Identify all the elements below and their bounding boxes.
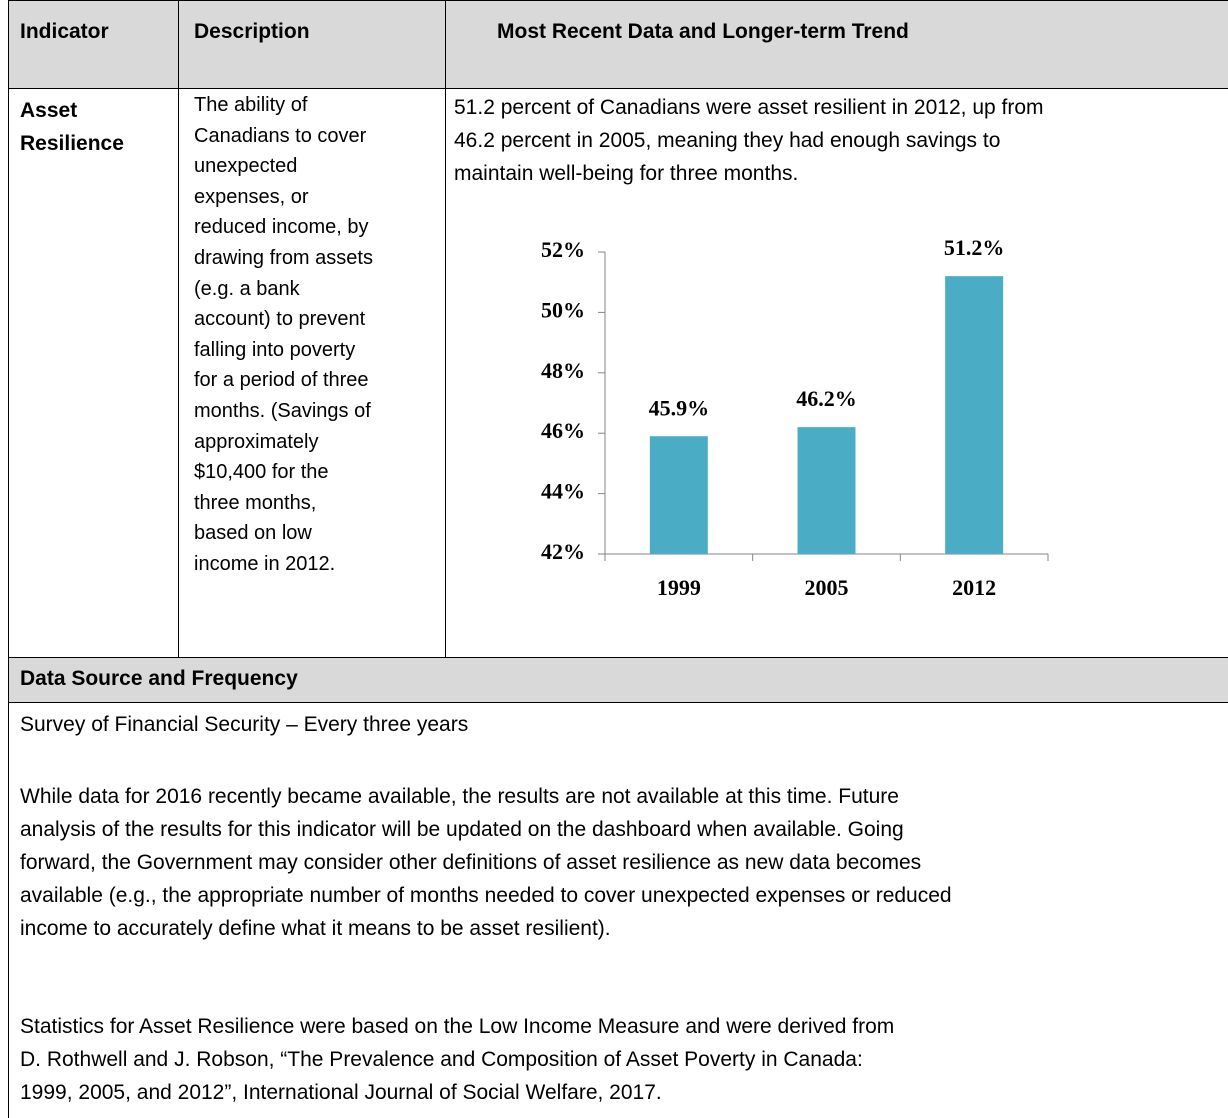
frequency: Survey of Financial Security – Every thr… [20, 713, 469, 736]
text-line: based on low [194, 522, 312, 545]
citation: Statistics for Asset Resilience were bas… [20, 1010, 894, 1109]
indicator-name: Asset Resilience [20, 99, 124, 155]
text-line: 51.2 percent of Canadians were asset res… [454, 96, 1044, 119]
x-tick-label: 1999 [657, 575, 701, 600]
bar [945, 276, 1004, 554]
text-line: account) to prevent [194, 308, 366, 331]
text-line: While data for 2016 recently became avai… [20, 785, 899, 808]
rule [445, 0, 446, 657]
header-cell: Indicator [20, 20, 109, 43]
value-label: 46.2% [796, 386, 857, 411]
text-line: forward, the Government may consider oth… [20, 851, 922, 874]
text-line: Statistics for Asset Resilience were bas… [20, 1015, 895, 1038]
text-line: 1999, 2005, and 2012”, International Jou… [20, 1081, 662, 1104]
rule [8, 702, 1228, 703]
bar [649, 436, 708, 554]
text-line: drawing from assets [194, 246, 373, 269]
text-line: months. (Savings of [194, 399, 371, 422]
x-tick-label: 2005 [805, 575, 849, 600]
y-tick-label: 48% [541, 358, 585, 383]
rule [8, 88, 1228, 89]
rule [178, 0, 179, 657]
bar [797, 427, 856, 554]
x-tick-label: 2012 [952, 575, 996, 600]
text-line: reduced income, by [194, 216, 369, 239]
text-line: income to accurately define what it mean… [20, 917, 611, 940]
text-line: Canadians to cover [194, 124, 367, 147]
paragraph: While data for 2016 recently became avai… [20, 780, 952, 945]
text-line: analysis of the results for this indicat… [20, 818, 904, 841]
text-line: 46.2 percent in 2005, meaning they had e… [454, 129, 1001, 152]
text-line: for a period of three [194, 369, 369, 392]
text-line: three months, [194, 491, 317, 514]
text-line: income in 2012. [194, 552, 336, 575]
header-row [8, 0, 1228, 88]
y-tick-label: 42% [541, 539, 585, 564]
text-line: (e.g. a bank [194, 277, 300, 300]
text-line: available (e.g., the appropriate number … [20, 884, 952, 907]
header-cell: Description [194, 20, 310, 43]
source-heading-row [8, 657, 1228, 702]
y-tick-label: 46% [541, 418, 585, 443]
value-label: 45.9% [649, 395, 710, 420]
text-line: D. Rothwell and J. Robson, “The Prevalen… [20, 1048, 863, 1071]
y-tick-label: 44% [541, 479, 585, 504]
outer-border [8, 0, 1228, 1118]
text-line: approximately [194, 430, 319, 453]
text-line: unexpected [194, 155, 298, 178]
y-tick-label: 50% [541, 297, 585, 322]
header-cell: Most Recent Data and Longer-term Trend [497, 20, 909, 43]
rule [8, 657, 1228, 658]
section-heading: Data Source and Frequency [20, 667, 298, 690]
summary: 51.2 percent of Canadians were asset res… [454, 91, 1044, 190]
value-label: 51.2% [944, 235, 1005, 260]
description: The ability of Canadians to cover unexpect… [194, 90, 373, 580]
text-line: $10,400 for the [194, 461, 329, 484]
text-line: expenses, or [194, 185, 309, 208]
rule [8, 0, 1228, 1]
text-line: maintain well-being for three months. [454, 162, 799, 185]
text-line: The ability of [194, 94, 308, 116]
y-tick-label: 52% [541, 237, 585, 262]
text-line: falling into poverty [194, 338, 356, 361]
